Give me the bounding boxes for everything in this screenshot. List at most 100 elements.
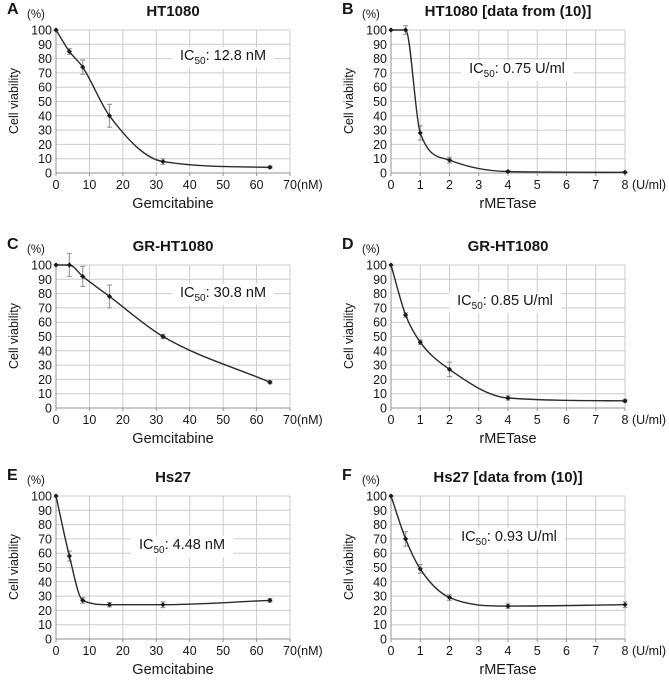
svg-text:40: 40: [183, 178, 197, 192]
panel-b: 0 1 2 3 4 5 6 7 8 (U/ml) 0 10 20 30 40 50 60 70 80 90 100 B …: [335, 0, 669, 233]
svg-text:90: 90: [373, 38, 387, 52]
ic50-value: : 0.75 U/ml: [494, 61, 565, 77]
svg-text:20: 20: [373, 138, 387, 152]
ic50-value: : 4.48 nM: [164, 537, 226, 553]
svg-text:4: 4: [505, 413, 512, 427]
svg-text:50: 50: [216, 413, 230, 427]
svg-text:1: 1: [417, 178, 424, 192]
svg-text:30: 30: [38, 590, 52, 604]
svg-text:0: 0: [45, 167, 52, 181]
svg-text:70: 70: [373, 66, 387, 80]
chart-title: GR-HT1080: [132, 238, 214, 255]
ic50-value: : 0.93 U/ml: [486, 529, 557, 545]
svg-text:30: 30: [149, 178, 163, 192]
chart-title: HT1080 [data from (10)]: [424, 3, 592, 20]
svg-text:50: 50: [373, 95, 387, 109]
svg-text:80: 80: [373, 287, 387, 301]
ic50-value: : 12.8 nM: [205, 48, 267, 64]
svg-text:90: 90: [373, 273, 387, 287]
svg-text:7: 7: [592, 644, 599, 658]
svg-text:0: 0: [380, 167, 387, 181]
svg-text:30: 30: [149, 644, 163, 658]
ic50-annotation: IC50: 0.85 U/ml: [449, 292, 561, 313]
svg-text:60: 60: [373, 316, 387, 330]
x-axis-title: rMETase: [479, 196, 537, 212]
ic50-prefix: IC: [138, 537, 154, 553]
svg-text:100: 100: [31, 259, 52, 273]
svg-text:(U/ml): (U/ml): [632, 178, 666, 192]
svg-text:60: 60: [250, 413, 264, 427]
svg-text:10: 10: [38, 618, 52, 632]
panel-letter: C: [7, 236, 19, 253]
svg-text:0: 0: [380, 402, 387, 416]
svg-text:0: 0: [53, 178, 60, 192]
ic50-annotation: IC50: 4.48 nM: [130, 536, 234, 557]
svg-text:10: 10: [38, 387, 52, 401]
svg-text:40: 40: [373, 109, 387, 123]
svg-text:8: 8: [622, 413, 629, 427]
svg-text:10: 10: [38, 152, 52, 166]
svg-text:3: 3: [475, 644, 482, 658]
svg-text:90: 90: [38, 273, 52, 287]
svg-text:4: 4: [505, 178, 512, 192]
svg-text:80: 80: [38, 287, 52, 301]
svg-text:70: 70: [38, 532, 52, 546]
plot-area-a: 0 10 20 30 40 50 60 70 (nM)010203040506070809010…: [31, 24, 323, 193]
svg-text:20: 20: [116, 644, 130, 658]
svg-text:60: 60: [250, 644, 264, 658]
y-axis-title: Cell viability: [342, 303, 356, 369]
ic50-annotation: IC50: 12.8 nM: [171, 47, 275, 68]
svg-text:20: 20: [373, 373, 387, 387]
ic50-prefix: IC: [469, 61, 484, 77]
svg-text:20: 20: [38, 604, 52, 618]
chart-title: GR-HT1080: [467, 238, 549, 255]
svg-text:100: 100: [31, 490, 52, 504]
ic50-prefix: IC: [179, 48, 195, 64]
svg-text:1: 1: [417, 644, 424, 658]
svg-text:20: 20: [373, 604, 387, 618]
svg-text:30: 30: [149, 413, 163, 427]
svg-text:6: 6: [563, 644, 570, 658]
svg-text:8: 8: [622, 178, 629, 192]
svg-text:30: 30: [373, 590, 387, 604]
panel-d: 0 1 2 3 4 5 6 7 8 (U/ml) 0 10 20 30 40 50 60 70 80 90 100 D …: [335, 235, 669, 468]
svg-text:10: 10: [373, 618, 387, 632]
y-axis-title: Cell viability: [7, 534, 21, 600]
svg-text:70: 70: [283, 413, 297, 427]
y-axis-unit-label: (%): [27, 244, 45, 256]
svg-text:50: 50: [216, 644, 230, 658]
panel-f: 0 1 2 3 4 5 6 7 8 (U/ml) 0 10 20 30 40 50 60 70 80 90 100 F …: [335, 466, 669, 699]
svg-text:3: 3: [475, 413, 482, 427]
svg-text:80: 80: [373, 52, 387, 66]
svg-text:70: 70: [38, 66, 52, 80]
svg-text:30: 30: [373, 359, 387, 373]
ic50-subscript: 50: [483, 68, 495, 80]
svg-text:100: 100: [366, 259, 387, 273]
svg-text:50: 50: [38, 95, 52, 109]
svg-text:2: 2: [446, 178, 453, 192]
svg-text:7: 7: [592, 413, 599, 427]
y-axis-unit-label: (%): [362, 244, 380, 256]
panel-letter: F: [342, 467, 352, 484]
ic50-subscript: 50: [475, 536, 487, 548]
x-axis-title: rMETase: [479, 662, 537, 678]
svg-text:60: 60: [250, 178, 264, 192]
chart-title: Hs27: [155, 469, 191, 486]
svg-text:40: 40: [38, 109, 52, 123]
svg-text:20: 20: [38, 373, 52, 387]
ic50-subscript: 50: [471, 300, 483, 312]
svg-text:70: 70: [373, 301, 387, 315]
svg-text:(U/ml): (U/ml): [632, 413, 666, 427]
svg-text:6: 6: [563, 178, 570, 192]
x-axis-title: Gemcitabine: [132, 431, 214, 447]
chart-title: Hs27 [data from (10)]: [433, 469, 583, 486]
svg-text:80: 80: [373, 518, 387, 532]
x-axis-title: Gemcitabine: [132, 662, 214, 678]
svg-text:50: 50: [38, 561, 52, 575]
svg-text:(nM): (nM): [297, 413, 323, 427]
svg-text:40: 40: [38, 575, 52, 589]
svg-text:100: 100: [366, 490, 387, 504]
